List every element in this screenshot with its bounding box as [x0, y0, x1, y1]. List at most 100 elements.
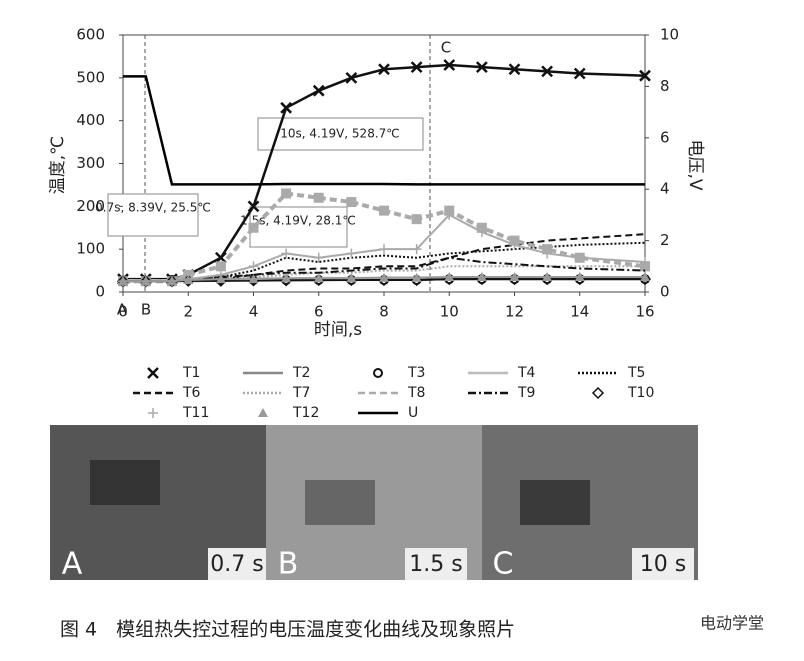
photo-label: 10 s [640, 552, 686, 577]
y2-tick-label: 10 [660, 26, 679, 44]
photo-tag [405, 548, 467, 580]
marker [346, 273, 357, 283]
marker [346, 197, 357, 208]
y2-axis-label: 电压,V [685, 139, 705, 190]
x-tick-label: 14 [570, 303, 589, 321]
legend-label: T11 [182, 405, 209, 421]
marker [139, 275, 152, 288]
marker [640, 257, 650, 268]
annotation-box [257, 117, 424, 151]
annotation-box [107, 193, 199, 237]
marker [574, 272, 585, 282]
marker [258, 408, 268, 417]
legend-label: T3 [407, 365, 425, 381]
marker [281, 273, 292, 283]
photos: A 0.7 s B 1.5 s C 10 s [50, 425, 698, 582]
marker [411, 244, 422, 255]
marker [215, 261, 226, 272]
marker [147, 367, 159, 379]
marker [140, 276, 151, 286]
y2-tick-label: 0 [660, 283, 670, 301]
legend-label: T7 [292, 385, 310, 401]
marker [248, 222, 259, 233]
legend-label: U [408, 405, 418, 421]
marker [444, 209, 455, 220]
series-line [123, 75, 645, 186]
marker [574, 252, 585, 263]
legend-label: T4 [517, 365, 536, 381]
marker [542, 248, 553, 259]
x-tick-label: 16 [635, 303, 654, 321]
legend-item: T12 [258, 405, 319, 421]
marker [116, 275, 130, 288]
marker [542, 272, 553, 282]
y-tick-label: 600 [76, 26, 105, 44]
legend-label: T9 [517, 385, 535, 401]
legend-label: T12 [292, 405, 319, 421]
annotation: 0.7s, 8.39V, 25.5℃ [95, 201, 211, 215]
legend-item: T5 [578, 365, 645, 381]
photo-object [90, 460, 160, 505]
legend-label: T1 [182, 365, 200, 381]
annotations: 0.7s, 8.39V, 25.5℃ 1.5s, 4.19V, 28.1℃ 10… [95, 39, 451, 319]
marker [280, 101, 293, 114]
annotation: 1.5s, 4.19V, 28.1℃ [240, 214, 356, 228]
caption: 图 4 模组热失控过程的电压温度变化曲线及现象照片 [60, 619, 515, 641]
x-tick-label: 8 [379, 303, 389, 321]
y-tick-label: 300 [76, 154, 105, 172]
photo-label: 0.7 s [210, 552, 263, 577]
marker [166, 275, 177, 285]
marker [444, 272, 455, 282]
marker [281, 248, 292, 259]
series-line [123, 191, 646, 284]
marker [148, 408, 158, 418]
legend-label: T8 [407, 385, 425, 401]
marker [573, 67, 586, 80]
photo-object [520, 480, 590, 525]
marker [118, 276, 128, 286]
marker [346, 248, 357, 259]
marker [345, 71, 358, 84]
marker [640, 272, 650, 282]
photo-label: A [62, 547, 83, 582]
annotation: 10s, 4.19V, 528.7℃ [280, 127, 400, 141]
marker [313, 192, 324, 203]
photo-object [305, 480, 375, 525]
photo-label: B [278, 547, 299, 582]
legend-item: U [358, 405, 418, 421]
legend-item: T9 [468, 385, 535, 401]
marker [509, 272, 520, 282]
x-tick-label: 0 [118, 303, 128, 321]
legend-item: T10 [591, 385, 654, 401]
y-axis-label: 温度,℃ [48, 136, 68, 195]
watermark: 电动学堂 [700, 614, 764, 633]
marker [215, 274, 226, 284]
marker [591, 386, 605, 400]
marker [379, 205, 389, 216]
marker [312, 84, 325, 97]
y2-tick-label: 4 [660, 180, 670, 198]
marker [508, 63, 521, 76]
x-axis-label: 时间,s [314, 320, 362, 340]
legend-item: T2 [243, 365, 310, 381]
y-tick-label: 200 [76, 197, 105, 215]
marker [411, 214, 422, 225]
photo-label: C [493, 547, 514, 582]
legend-label: T5 [627, 365, 645, 381]
marker [475, 61, 488, 74]
marker [379, 272, 389, 282]
marker [183, 275, 194, 285]
x-tick-label: 4 [249, 303, 259, 321]
marker [476, 227, 487, 238]
y2-tick-label: 6 [660, 128, 670, 146]
marker [281, 188, 292, 199]
x-tick-label: 2 [183, 303, 193, 321]
marker [378, 63, 390, 76]
x-tick-label: 10 [440, 303, 459, 321]
legend-item: T4 [468, 365, 536, 381]
y2-tick-label: 8 [660, 77, 670, 95]
marker [247, 200, 260, 213]
y-tick-label: 400 [76, 111, 105, 129]
photo-tag [632, 548, 694, 580]
